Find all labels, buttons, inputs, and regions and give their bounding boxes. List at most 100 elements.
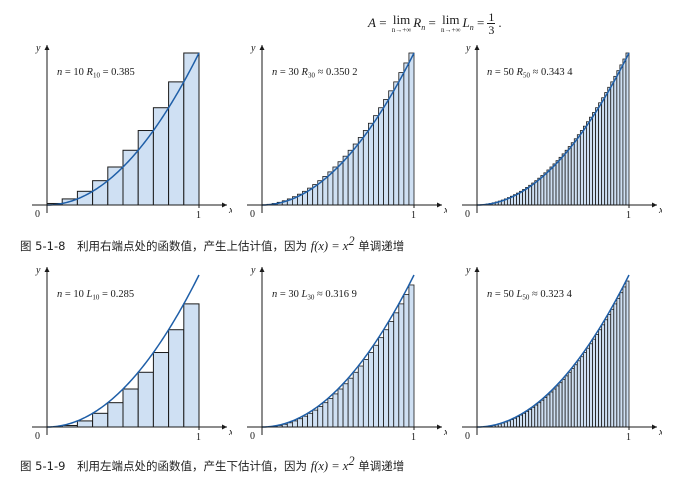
y-axis-arrow	[259, 267, 265, 272]
right-sum-plot-n50: x y 0 1 n = 50 R50 ≈ 0.343 4	[462, 43, 662, 221]
x-axis-label: x	[443, 205, 447, 216]
riemann-bar	[567, 146, 572, 206]
riemann-bar	[107, 166, 124, 206]
origin-label: 0	[250, 209, 255, 220]
riemann-bar	[408, 284, 415, 428]
riemann-bar	[537, 177, 542, 206]
riemann-bar	[589, 116, 593, 206]
riemann-bar	[561, 153, 566, 206]
x-axis-label: x	[658, 205, 662, 216]
figure-caption-5-1-9: 图 5-1-9 利用左端点处的函数值，产生下估计值，因为 f(x) = x2 单…	[20, 454, 405, 473]
riemann-bar	[393, 312, 400, 428]
riemann-bar	[378, 107, 384, 206]
riemann-bar	[573, 364, 578, 428]
riemann-bar	[137, 371, 154, 428]
riemann-bar	[398, 72, 405, 206]
caption-text: 利用右端点处的函数值，产生上估计值，因为	[77, 238, 308, 253]
y-axis-label: y	[465, 265, 471, 276]
origin-label: 0	[465, 209, 470, 220]
riemann-bar	[357, 137, 364, 206]
curve-x-squared	[261, 274, 415, 428]
riemann-bar	[168, 329, 185, 428]
panel-label: n = 30 R30 ≈ 0.350 2	[272, 67, 357, 80]
riemann-bar	[552, 163, 557, 206]
left-sum-plot-n50: x y 0 1 n = 50 L50 ≈ 0.323 4	[462, 265, 662, 443]
panel-label: n = 50 R50 ≈ 0.343 4	[487, 67, 573, 80]
riemann-bar	[525, 187, 530, 206]
riemann-bar	[352, 371, 359, 428]
one-third-fraction: 1 3	[487, 9, 496, 37]
riemann-bar	[540, 399, 545, 428]
riemann-bar	[362, 130, 369, 206]
riemann-bar	[582, 125, 587, 206]
y-axis-arrow	[44, 267, 50, 272]
riemann-bar	[543, 172, 548, 206]
riemann-bar	[383, 329, 390, 428]
riemann-bar	[595, 107, 599, 206]
riemann-bar	[516, 416, 520, 428]
riemann-bar	[312, 409, 319, 428]
figure-caption-5-1-8: 图 5-1-8 利用右端点处的函数值，产生上估计值，因为 f(x) = x2 单…	[20, 234, 405, 253]
y-axis-label: y	[250, 265, 256, 276]
riemann-bar	[342, 155, 349, 206]
x-tick-label-1: 1	[196, 210, 201, 221]
riemann-bar	[292, 420, 298, 428]
riemann-bar	[613, 303, 618, 428]
riemann-bar	[388, 321, 395, 428]
riemann-bar	[327, 171, 334, 206]
riemann-bar	[317, 406, 324, 428]
curve-x-squared	[261, 52, 415, 206]
riemann-bar	[307, 412, 314, 428]
right-sum-plot-n30: x y 0 1 n = 30 R30 ≈ 0.350 2	[247, 43, 447, 221]
riemann-bar	[598, 329, 603, 428]
riemann-bar	[610, 81, 615, 206]
riemann-bar	[540, 175, 545, 206]
riemann-bar	[332, 166, 339, 206]
riemann-bar	[286, 422, 293, 428]
riemann-bar	[302, 415, 308, 428]
x-axis-arrow	[222, 424, 227, 430]
origin-label: 0	[465, 431, 470, 442]
x-tick-label-1: 1	[411, 210, 416, 221]
riemann-bar	[519, 414, 523, 428]
riemann-bar	[522, 412, 527, 428]
origin-label: 0	[35, 431, 40, 442]
riemann-bar	[297, 418, 303, 428]
y-axis-label: y	[465, 43, 471, 54]
riemann-bar	[592, 338, 596, 428]
x-axis-label: x	[228, 205, 232, 216]
y-axis-label: y	[35, 265, 41, 276]
riemann-bar	[383, 99, 390, 206]
left-sum-symbol: Ln	[462, 14, 474, 32]
riemann-bar	[525, 411, 530, 428]
right-sum-symbol: Rn	[413, 14, 426, 32]
riemann-bar	[607, 314, 612, 428]
riemann-bar	[616, 297, 621, 428]
riemann-bar	[555, 385, 560, 428]
curve-x-squared	[476, 52, 630, 206]
riemann-bar	[322, 402, 329, 428]
riemann-bar	[570, 368, 575, 428]
curve-x-squared	[46, 274, 200, 428]
riemann-bar	[332, 393, 339, 428]
panel-label: n = 30 L30 ≈ 0.316 9	[272, 289, 357, 302]
riemann-bar	[586, 347, 590, 428]
origin-label: 0	[35, 209, 40, 220]
riemann-bar	[373, 115, 379, 206]
y-axis-arrow	[474, 45, 480, 50]
x-tick-label-1: 1	[626, 210, 631, 221]
riemann-bar	[610, 308, 615, 428]
x-axis-arrow	[652, 202, 657, 208]
riemann-bar	[558, 382, 563, 428]
riemann-bar	[576, 360, 581, 428]
riemann-bar	[573, 138, 578, 206]
origin-label: 0	[250, 431, 255, 442]
figure-number: 图 5-1-8	[20, 238, 66, 253]
curve-x-squared	[46, 52, 200, 206]
riemann-bar	[546, 169, 551, 206]
x-axis-arrow	[222, 202, 227, 208]
left-sum-plot-n30: x y 0 1 n = 30 L30 ≈ 0.316 9	[247, 265, 447, 443]
riemann-bar	[549, 391, 554, 428]
riemann-bar	[604, 92, 609, 206]
x-axis-arrow	[437, 202, 442, 208]
